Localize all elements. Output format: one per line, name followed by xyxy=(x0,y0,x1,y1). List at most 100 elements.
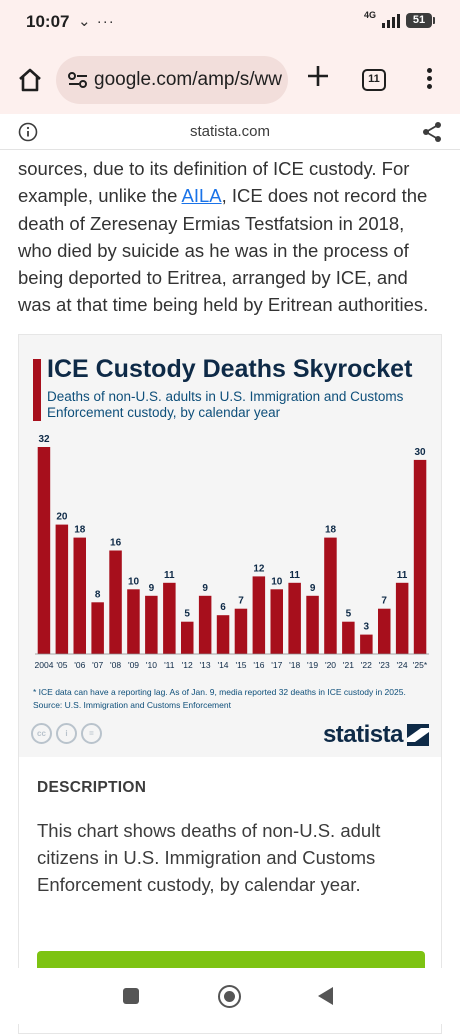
data-label: 20 xyxy=(56,512,68,523)
back-icon[interactable] xyxy=(318,987,333,1005)
statista-wordmark: statista xyxy=(322,721,404,748)
bar-'10 xyxy=(145,595,158,654)
network-type-label: 4G xyxy=(363,9,376,20)
source-text: Source: U.S. Immigration and Customs Enf… xyxy=(33,700,231,710)
attribution-icon[interactable]: i xyxy=(56,723,77,744)
bar-'19 xyxy=(306,595,319,654)
status-time: 10:07 xyxy=(26,12,70,31)
bar-chart: 32 2004 20 '05 18 '06 8 '07 16 '08 10 '09 9 '10 11 '11 5… xyxy=(35,434,429,670)
x-tick-label: '17 xyxy=(271,660,282,670)
system-nav-bar xyxy=(0,968,460,1024)
data-label: 9 xyxy=(202,583,208,594)
x-tick-label: '11 xyxy=(164,660,175,670)
data-label: 5 xyxy=(346,609,352,620)
bar-'22 xyxy=(360,634,373,654)
bar-'14 xyxy=(216,615,230,654)
cc-icon[interactable]: cc xyxy=(31,723,52,744)
x-tick-label: '07 xyxy=(92,660,103,670)
bar-'23 xyxy=(378,608,391,654)
bar-'07 xyxy=(91,602,104,655)
status-bar: 10:07 ⌄ ··· 4G 51 xyxy=(0,0,460,46)
recents-icon[interactable] xyxy=(123,988,139,1004)
home-nav-icon[interactable] xyxy=(218,985,241,1008)
article-paragraph: sources, due to its definition of ICE cu… xyxy=(18,155,442,318)
x-tick-label: '15 xyxy=(235,660,246,670)
amp-header: statista.com xyxy=(0,114,460,150)
x-tick-label: '10 xyxy=(146,660,157,670)
data-label: 5 xyxy=(184,609,190,620)
bar-'24 xyxy=(395,582,409,654)
x-tick-label: '23 xyxy=(379,660,390,670)
tab-switcher-button[interactable]: 11 xyxy=(362,69,386,91)
site-settings-icon[interactable] xyxy=(68,71,88,89)
bar-'16 xyxy=(252,576,266,654)
footnote-text: * ICE data can have a reporting lag. As … xyxy=(33,687,406,697)
data-label: 32 xyxy=(38,434,50,445)
x-tick-label: '08 xyxy=(110,660,121,670)
data-label: 6 xyxy=(220,602,226,613)
x-tick-label: 2004 xyxy=(35,660,54,670)
x-tick-label: '24 xyxy=(397,660,408,670)
x-tick-label: '20 xyxy=(325,660,336,670)
data-label: 7 xyxy=(381,596,387,607)
chart-title: ICE Custody Deaths Skyrocket xyxy=(47,355,413,383)
bar-'09 xyxy=(127,589,140,654)
x-tick-label: '25* xyxy=(413,660,428,670)
chart-footnote: * ICE data can have a reporting lag. As … xyxy=(33,686,433,712)
share-icon[interactable] xyxy=(422,121,442,143)
data-label: 12 xyxy=(253,563,265,574)
bar-'20 xyxy=(324,537,337,654)
article-body: sources, due to its definition of ICE cu… xyxy=(18,150,442,318)
bar-2004 xyxy=(37,447,51,654)
chart-image: ICE Custody Deaths Skyrocket Deaths of n… xyxy=(19,335,441,757)
x-tick-label: '22 xyxy=(361,660,372,670)
data-label: 18 xyxy=(74,525,86,536)
data-label: 16 xyxy=(110,538,122,549)
title-accent-bar xyxy=(33,359,41,421)
bar-'15 xyxy=(234,608,248,654)
new-tab-icon[interactable] xyxy=(305,63,331,89)
data-label: 7 xyxy=(238,596,244,607)
x-tick-label: '12 xyxy=(182,660,193,670)
bar-'06 xyxy=(73,537,86,654)
x-tick-label: '21 xyxy=(343,660,354,670)
battery-icon: 51 xyxy=(406,13,435,28)
x-tick-label: '16 xyxy=(253,660,264,670)
bar-'18 xyxy=(288,582,301,654)
data-label: 8 xyxy=(95,589,101,600)
x-tick-label: '14 xyxy=(217,660,228,670)
no-derivatives-icon[interactable]: = xyxy=(81,723,102,744)
description-text: This chart shows deaths of non-U.S. adul… xyxy=(37,820,381,895)
bar-'21 xyxy=(342,621,355,654)
data-label: 11 xyxy=(164,570,175,581)
data-label: 9 xyxy=(310,583,316,594)
bar-'17 xyxy=(270,589,283,654)
bar-'08 xyxy=(109,550,122,654)
browser-toolbar: google.com/amp/s/ww 11 xyxy=(0,46,460,114)
bar-'25* xyxy=(413,459,427,654)
data-label: 18 xyxy=(325,525,337,536)
signal-icon xyxy=(382,13,400,28)
url-text: google.com/amp/s/ww xyxy=(94,69,282,90)
chart-subtitle: Deaths of non-U.S. adults in U.S. Immigr… xyxy=(47,389,404,420)
data-label: 11 xyxy=(397,570,408,581)
data-label: 11 xyxy=(289,570,300,581)
home-icon[interactable] xyxy=(16,66,44,94)
x-tick-label: '18 xyxy=(289,660,300,670)
status-indicators: 4G 51 xyxy=(363,9,435,28)
x-tick-label: '06 xyxy=(74,660,85,670)
statista-logo-icon xyxy=(407,724,429,746)
amp-domain: statista.com xyxy=(189,123,271,140)
bar-'05 xyxy=(55,524,69,654)
description-heading: DESCRIPTION xyxy=(37,779,147,796)
more-menu-icon[interactable] xyxy=(424,68,434,92)
bar-'12 xyxy=(181,621,194,654)
statista-logo[interactable]: statista xyxy=(323,721,429,749)
data-label: 3 xyxy=(364,622,370,633)
chart-card: ICE Custody Deaths Skyrocket Deaths of n… xyxy=(18,334,442,1034)
aila-link[interactable]: AILA xyxy=(181,185,222,207)
address-bar[interactable]: google.com/amp/s/ww xyxy=(56,56,288,104)
article-text-before-link: sources, due to its definition of ICE cu… xyxy=(18,158,410,207)
info-icon[interactable] xyxy=(18,122,38,142)
data-label: 10 xyxy=(271,576,283,587)
